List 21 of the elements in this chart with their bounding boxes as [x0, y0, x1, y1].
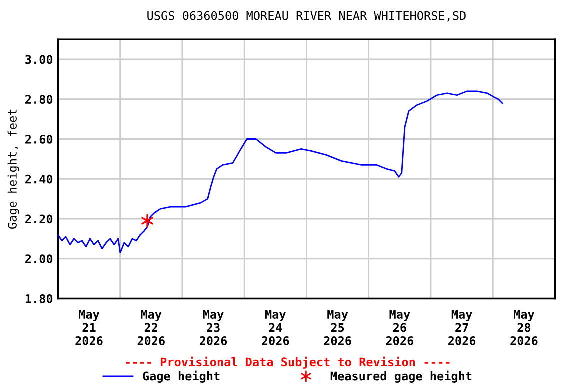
- y-tick-label: 2.60: [26, 134, 53, 144]
- x-tick-label: May 21 2026: [76, 310, 103, 346]
- y-tick-label: 1.80: [26, 294, 53, 304]
- y-tick-label: 2.20: [26, 214, 53, 224]
- legend-label: Gage height: [143, 370, 220, 383]
- x-tick-label: May 26 2026: [386, 310, 414, 346]
- x-tick-label: May 27 2026: [448, 310, 476, 346]
- y-tick-label: 2.00: [26, 254, 53, 264]
- y-tick-label: 2.40: [26, 174, 53, 184]
- x-tick-label: May 25 2026: [324, 310, 352, 346]
- y-axis-title: Gage height, feet: [8, 110, 20, 229]
- x-tick-label: May 28 2026: [510, 310, 538, 346]
- text: ---- Provisional Data Subject to Revision ----: [126, 356, 450, 369]
- y-tick-label: 3.00: [26, 55, 53, 64]
- legend-label: Measured gage height: [330, 370, 472, 383]
- x-tick-label: May 24 2026: [262, 310, 290, 346]
- x-tick-label: May 23 2026: [200, 310, 228, 346]
- x-tick-label: May 22 2026: [138, 310, 165, 346]
- y-tick-label: 2.80: [26, 95, 53, 104]
- chart-title: USGS 06360500 MOREAU RIVER NEAR WHITEHORSE,SD: [148, 11, 466, 22]
- line-series: [58, 90, 504, 254]
